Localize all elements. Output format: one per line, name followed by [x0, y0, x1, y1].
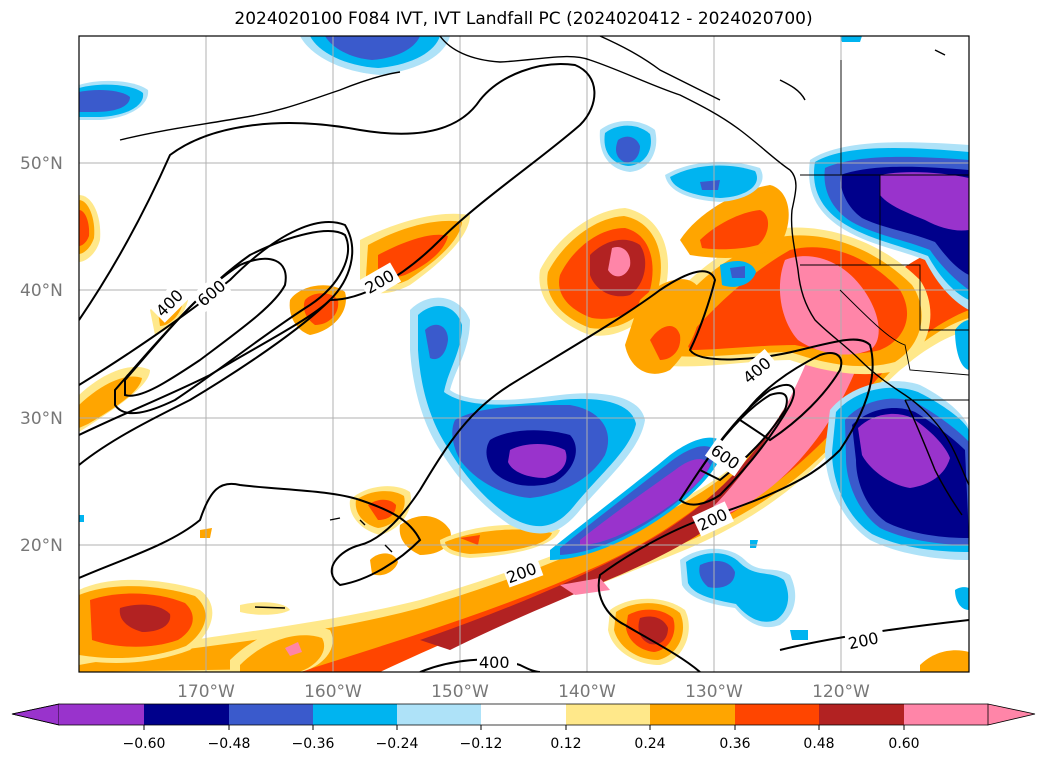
lon-label-140w: 140°W [558, 682, 616, 702]
colorbar-tick: −0.12 [460, 736, 503, 752]
borders [800, 60, 969, 401]
ivt-shading [79, 36, 969, 672]
colorbar-extend-high [987, 703, 1036, 726]
neg-ne-purple [880, 172, 969, 231]
lon-label-120w: 120°W [812, 682, 870, 702]
colorbar-tick: 0.24 [634, 736, 665, 752]
lat-label-30n: 30°N [20, 409, 63, 429]
neg-central-purple [508, 444, 567, 478]
colorbar: −0.60 −0.48 −0.36 −0.24 −0.12 0.12 0.24 … [11, 703, 1036, 752]
colorbar-tick: 0.48 [803, 736, 834, 752]
colorbar-extend-low [11, 703, 60, 726]
pink-patch-small [560, 578, 610, 595]
map-frame [78, 35, 970, 673]
colorbar-tick: 0.60 [888, 736, 919, 752]
contour-label-400: 400 [479, 653, 510, 672]
colorbar-tick: −0.24 [376, 736, 419, 752]
lon-label-160w: 160°W [304, 682, 362, 702]
gridlines [79, 36, 969, 672]
lat-label-20n: 20°N [20, 536, 63, 556]
colorbar-tick: −0.36 [292, 736, 335, 752]
colorbar-tick: 0.12 [550, 736, 581, 752]
lon-label-130w: 130°W [685, 682, 743, 702]
coastlines [119, 36, 969, 609]
lat-label-50n: 50°N [20, 154, 63, 174]
lon-label-170w: 170°W [177, 682, 235, 702]
lat-label-40n: 40°N [20, 281, 63, 301]
neg-diag-purple [580, 458, 710, 545]
colorbar-tick: −0.60 [123, 736, 166, 752]
map-title: 2024020100 F084 IVT, IVT Landfall PC (20… [234, 9, 813, 29]
lon-label-150w: 150°W [431, 682, 489, 702]
neg-baja-purple [858, 413, 950, 488]
colorbar-tick: −0.48 [208, 736, 251, 752]
coast-high-pink [779, 256, 879, 355]
colorbar-tick: 0.36 [719, 736, 750, 752]
